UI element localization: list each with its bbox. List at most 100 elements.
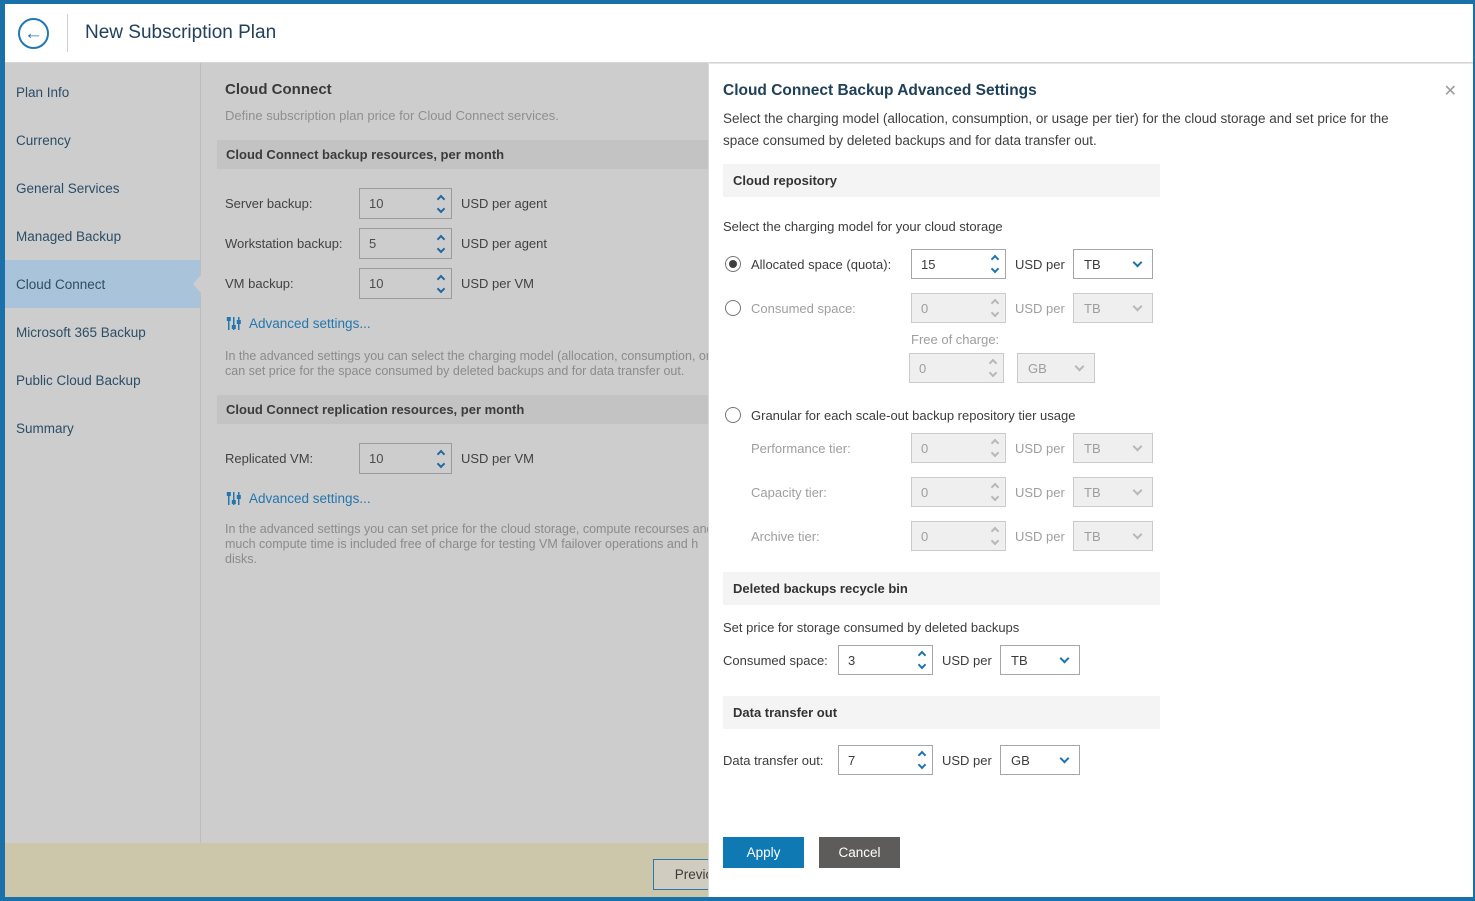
backup-note: In the advanced settings you can select … — [225, 349, 708, 378]
sidebar-item-plan-info[interactable]: Plan Info — [5, 68, 200, 116]
data-transfer-input-wrap — [838, 745, 933, 775]
spin-up-icon[interactable] — [990, 298, 1000, 308]
spin-up-icon[interactable] — [436, 234, 446, 243]
spinner[interactable] — [990, 298, 1000, 318]
vm-backup-label: VM backup: — [225, 276, 294, 291]
window-border-top — [0, 0, 1475, 4]
capacity-tier-label: Capacity tier: — [751, 484, 827, 500]
vm-backup-row: VM backup: USD per VM — [225, 268, 534, 299]
archive-tier-input[interactable] — [912, 522, 972, 550]
recycle-consumed-input[interactable] — [839, 646, 899, 674]
charging-model-intro: Select the charging model for your cloud… — [723, 219, 1003, 234]
spin-up-icon[interactable] — [988, 358, 998, 368]
spin-down-icon[interactable] — [436, 459, 446, 468]
sidebar-item-currency[interactable]: Currency — [5, 116, 200, 164]
sidebar-item-microsoft-365-backup[interactable]: Microsoft 365 Backup — [5, 308, 200, 356]
data-transfer-input[interactable] — [839, 746, 899, 774]
performance-tier-label: Performance tier: — [751, 440, 851, 456]
spinner[interactable] — [990, 526, 1000, 546]
consumed-space-radio[interactable] — [725, 300, 741, 316]
sidebar-item-general-services[interactable]: General Services — [5, 164, 200, 212]
allocated-currency-label: USD per — [1015, 256, 1065, 272]
chevron-down-icon — [1132, 441, 1143, 452]
spin-down-icon[interactable] — [436, 204, 446, 213]
spin-up-icon[interactable] — [436, 449, 446, 458]
recycle-unit-select[interactable]: TB — [1000, 645, 1080, 675]
vm-backup-input-wrap — [359, 268, 452, 299]
data-transfer-row: Data transfer out: USD per GB — [723, 745, 1080, 775]
spin-up-icon[interactable] — [990, 526, 1000, 536]
allocated-space-input[interactable] — [912, 250, 972, 278]
spin-down-icon[interactable] — [990, 448, 1000, 458]
server-backup-input[interactable] — [360, 189, 420, 218]
sliders-icon — [226, 492, 241, 505]
allocated-unit-select[interactable]: TB — [1073, 249, 1153, 279]
spin-down-icon[interactable] — [990, 264, 1000, 274]
replicated-vm-row: Replicated VM: USD per VM — [225, 443, 534, 474]
capacity-tier-input[interactable] — [912, 478, 972, 506]
cancel-button[interactable]: Cancel — [819, 837, 900, 868]
spin-down-icon[interactable] — [988, 368, 998, 378]
chevron-down-icon — [1132, 257, 1143, 268]
replication-advanced-settings-link[interactable]: Advanced settings... — [226, 491, 371, 506]
spinner[interactable] — [990, 254, 1000, 274]
spin-down-icon[interactable] — [917, 760, 927, 770]
archive-tier-input-wrap — [911, 521, 1006, 551]
select-value: TB — [1011, 652, 1028, 668]
spinner[interactable] — [436, 234, 446, 253]
spin-down-icon[interactable] — [436, 284, 446, 293]
backup-resources-header: Cloud Connect backup resources, per mont… — [217, 140, 708, 169]
spin-down-icon[interactable] — [990, 492, 1000, 502]
spinner[interactable] — [436, 194, 446, 213]
spin-down-icon[interactable] — [990, 536, 1000, 546]
apply-button[interactable]: Apply — [723, 837, 804, 868]
workstation-backup-input[interactable] — [360, 229, 420, 258]
archive-unit-select[interactable]: TB — [1073, 521, 1153, 551]
spin-up-icon[interactable] — [990, 254, 1000, 264]
spin-up-icon[interactable] — [990, 482, 1000, 492]
spin-down-icon[interactable] — [990, 308, 1000, 318]
replicated-vm-input[interactable] — [360, 444, 420, 473]
spinner[interactable] — [988, 358, 998, 378]
header: ← New Subscription Plan — [5, 4, 1473, 63]
spinner[interactable] — [990, 438, 1000, 458]
close-icon[interactable]: ✕ — [1443, 83, 1457, 100]
data-transfer-label: Data transfer out: — [723, 752, 824, 768]
performance-tier-input[interactable] — [912, 434, 972, 462]
spin-up-icon[interactable] — [917, 650, 927, 660]
window-border-right — [1473, 0, 1475, 901]
performance-unit-select[interactable]: TB — [1073, 433, 1153, 463]
sidebar-item-public-cloud-backup[interactable]: Public Cloud Backup — [5, 356, 200, 404]
backup-advanced-settings-link[interactable]: Advanced settings... — [226, 316, 371, 331]
sidebar-item-cloud-connect[interactable]: Cloud Connect — [0, 260, 201, 308]
data-transfer-unit-select[interactable]: GB — [1000, 745, 1080, 775]
recycle-bin-header: Deleted backups recycle bin — [723, 572, 1160, 605]
select-value: GB — [1028, 360, 1047, 376]
replication-resources-header: Cloud Connect replication resources, per… — [217, 395, 708, 424]
spin-down-icon[interactable] — [917, 660, 927, 670]
consumed-unit-select[interactable]: TB — [1073, 293, 1153, 323]
sidebar-item-summary[interactable]: Summary — [5, 404, 200, 452]
granular-radio[interactable] — [725, 407, 741, 423]
workstation-backup-label: Workstation backup: — [225, 236, 343, 251]
spin-up-icon[interactable] — [990, 438, 1000, 448]
spinner[interactable] — [917, 650, 927, 670]
spin-up-icon[interactable] — [436, 274, 446, 283]
sidebar-item-label: General Services — [16, 180, 120, 196]
consumed-space-input[interactable] — [912, 294, 972, 322]
spinner[interactable] — [990, 482, 1000, 502]
spin-down-icon[interactable] — [436, 244, 446, 253]
allocated-space-radio[interactable] — [725, 256, 741, 272]
spinner[interactable] — [436, 274, 446, 293]
free-of-charge-unit-select[interactable]: GB — [1017, 353, 1095, 383]
spinner[interactable] — [436, 449, 446, 468]
capacity-unit-select[interactable]: TB — [1073, 477, 1153, 507]
sidebar-item-managed-backup[interactable]: Managed Backup — [5, 212, 200, 260]
spinner[interactable] — [917, 750, 927, 770]
back-button[interactable]: ← — [18, 17, 49, 49]
free-of-charge-input[interactable] — [910, 354, 970, 382]
spin-up-icon[interactable] — [436, 194, 446, 203]
spin-up-icon[interactable] — [917, 750, 927, 760]
advanced-settings-panel: Cloud Connect Backup Advanced Settings ✕… — [708, 63, 1473, 897]
vm-backup-input[interactable] — [360, 269, 420, 298]
